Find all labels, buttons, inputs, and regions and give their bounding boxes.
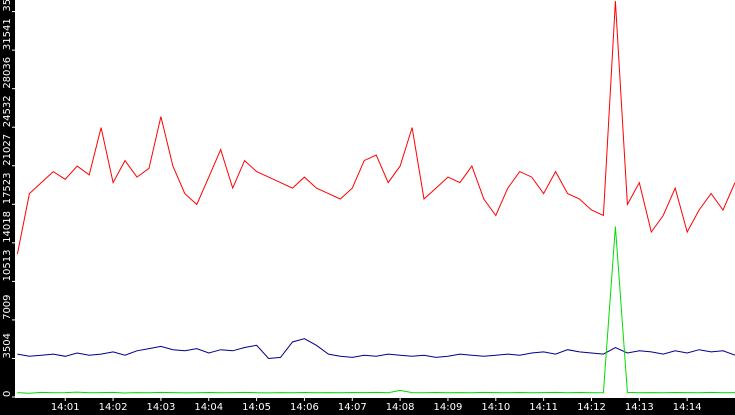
- x-tick-label: 14:13: [625, 402, 654, 413]
- x-tick-label: 14:08: [386, 402, 415, 413]
- y-tick-label: 31541: [2, 18, 13, 50]
- y-tick-label: 28036: [2, 57, 13, 89]
- y-tick-label: 24532: [2, 95, 13, 127]
- x-axis-strip: [0, 398, 735, 415]
- y-tick-label: 14018: [2, 211, 13, 243]
- x-tick-label: 14:14: [673, 402, 702, 413]
- series-line: [17, 338, 735, 360]
- x-tick-label: 14:07: [338, 402, 367, 413]
- y-tick-label: 0: [2, 391, 13, 397]
- y-tick-label: 10513: [2, 250, 13, 282]
- x-tick-label: 14:05: [242, 402, 271, 413]
- x-tick-label: 14:09: [434, 402, 463, 413]
- y-tick-label: 3504: [2, 333, 13, 358]
- y-tick-label: 7009: [2, 294, 13, 319]
- series-line: [17, 226, 735, 394]
- x-tick-label: 14:12: [577, 402, 606, 413]
- x-tick-label: 14:06: [290, 402, 319, 413]
- x-tick-label: 14:10: [481, 402, 510, 413]
- y-tick-label: 21027: [2, 134, 13, 166]
- x-tick-label: 14:02: [99, 402, 128, 413]
- y-tick-label: 35046: [2, 0, 13, 12]
- x-tick-label: 14:01: [51, 402, 80, 413]
- x-tick-label: 14:04: [194, 402, 223, 413]
- y-tick-label: 17523: [2, 172, 13, 204]
- series-line: [16, 1, 735, 255]
- x-tick-label: 14:11: [529, 402, 558, 413]
- x-tick-label: 14:03: [146, 402, 175, 413]
- y-axis-strip: [0, 0, 15, 415]
